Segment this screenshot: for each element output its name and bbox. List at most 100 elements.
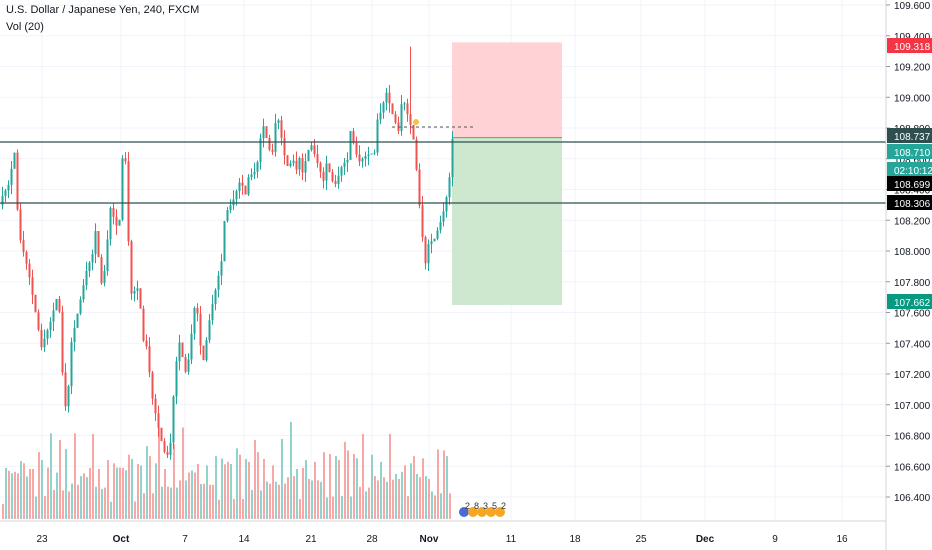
candle-body	[154, 398, 157, 414]
support-price-badge	[887, 195, 932, 210]
candle-body	[298, 157, 301, 170]
candle-body	[133, 290, 136, 294]
candle-body	[436, 230, 439, 239]
candle-body	[52, 310, 55, 322]
candle-body	[112, 207, 115, 217]
volume-bar	[371, 454, 373, 519]
candle-body	[109, 207, 112, 240]
candle-body	[370, 153, 373, 155]
volume-bar	[401, 471, 403, 519]
candle-body	[277, 120, 280, 124]
candle-body	[136, 288, 139, 291]
candle-body	[382, 102, 385, 113]
candle-body	[376, 119, 379, 153]
volume-bar	[185, 480, 187, 519]
candle-body	[286, 155, 289, 167]
candle-body	[406, 103, 409, 115]
volume-bar	[200, 484, 202, 519]
candle-body	[130, 241, 133, 294]
candle-body	[355, 142, 358, 155]
candle-body	[316, 154, 319, 163]
candle-body	[193, 307, 196, 334]
candle-body	[244, 185, 247, 195]
volume-bar	[356, 458, 358, 519]
symbol-legend[interactable]: U.S. Dollar / Japanese Yen, 240, FXCM	[6, 4, 200, 16]
volume-bar	[281, 439, 283, 519]
candle-body	[34, 294, 37, 313]
volume-bar	[191, 470, 193, 519]
volume-bar	[287, 477, 289, 519]
last-price-badge	[887, 144, 932, 159]
candle-body	[151, 372, 154, 399]
candle-body	[310, 145, 313, 150]
candle-body	[181, 342, 184, 358]
candle-body	[178, 342, 181, 362]
candle-body	[142, 308, 145, 341]
volume-bar	[173, 444, 175, 519]
candle-body	[358, 154, 361, 162]
volume-bar	[245, 459, 247, 519]
candle-body	[328, 163, 331, 173]
volume-bar	[410, 463, 412, 519]
volume-bar	[278, 484, 280, 519]
candle-body	[73, 327, 76, 343]
candle-body	[289, 163, 292, 167]
volume-bar	[182, 427, 184, 519]
candle-body	[163, 441, 166, 452]
volume-bar	[122, 467, 124, 519]
candle-body	[241, 182, 244, 186]
volume-bar	[8, 470, 10, 519]
event-count: 5	[492, 501, 497, 511]
volume-bar	[227, 461, 229, 519]
candle-body	[100, 257, 103, 284]
volume-bar	[320, 481, 322, 519]
volume-bar	[215, 456, 217, 519]
volume-bar	[17, 473, 19, 519]
volume-bar	[449, 493, 451, 519]
volume-bar	[95, 486, 97, 519]
volume-bar	[68, 491, 70, 519]
candle-body	[37, 312, 40, 330]
candle-body	[70, 342, 73, 387]
candle-body	[79, 299, 82, 314]
volume-bar	[74, 433, 76, 519]
candle-body	[418, 169, 421, 206]
volume-bar	[47, 467, 49, 519]
candle-body	[202, 345, 205, 361]
candle-body	[451, 138, 454, 178]
stop-price-badge-text: 109.318	[894, 42, 931, 53]
volume-bar	[26, 476, 28, 519]
last-price-badge-text: 108.710	[894, 148, 931, 159]
prev-price-badge-text: 108.699	[894, 180, 931, 191]
volume-bar	[2, 504, 4, 519]
volume-bar	[443, 450, 445, 519]
volume-legend[interactable]: Vol (20)	[6, 21, 44, 33]
volume-bar	[293, 476, 295, 519]
price-tick-label: 108.600	[894, 155, 931, 166]
candle-body	[268, 137, 271, 150]
candle-body	[67, 386, 70, 407]
candle-body	[226, 210, 229, 222]
volume-bar	[203, 483, 205, 519]
volume-bar	[347, 450, 349, 519]
volume-bar	[407, 496, 409, 519]
volume-bar	[431, 491, 433, 519]
price-tick-label: 109.600	[894, 1, 931, 12]
candle-body	[205, 340, 208, 361]
volume-bar	[113, 463, 115, 519]
candle-body	[394, 114, 397, 123]
time-tick-label: 28	[366, 534, 378, 545]
candle-body	[169, 442, 172, 455]
candle-body	[7, 184, 10, 191]
candle-body	[16, 152, 19, 210]
volume-bar	[437, 449, 439, 519]
candle-body	[64, 372, 67, 407]
take-profit-zone	[452, 137, 562, 305]
volume-bar	[212, 484, 214, 519]
volume-bar	[104, 487, 106, 519]
volume-bar	[125, 470, 127, 519]
volume-bar	[146, 446, 148, 519]
candle-body	[295, 160, 298, 170]
